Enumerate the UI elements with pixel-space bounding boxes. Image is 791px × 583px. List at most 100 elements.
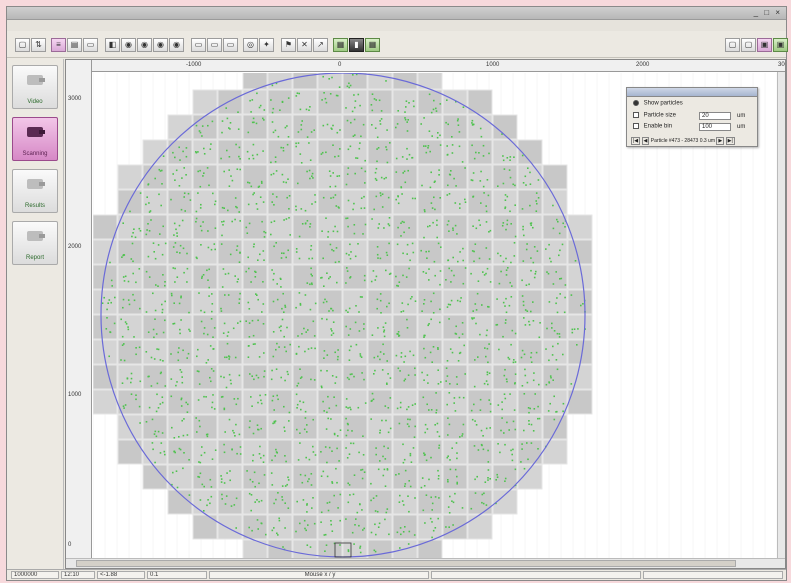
- die[interactable]: [342, 89, 368, 115]
- die[interactable]: [442, 364, 468, 390]
- die[interactable]: [192, 514, 218, 540]
- die[interactable]: [317, 264, 343, 290]
- die[interactable]: [292, 339, 318, 365]
- size-filter-input[interactable]: 20: [699, 112, 731, 120]
- die[interactable]: [467, 514, 493, 540]
- panel-title-bar[interactable]: [627, 88, 757, 97]
- die[interactable]: [442, 464, 468, 490]
- die[interactable]: [292, 489, 318, 515]
- die[interactable]: [342, 189, 368, 215]
- die[interactable]: [392, 114, 418, 140]
- die[interactable]: [517, 364, 543, 390]
- die[interactable]: [367, 214, 393, 240]
- die[interactable]: [267, 339, 293, 365]
- die[interactable]: [217, 114, 243, 140]
- toolbar-button-8[interactable]: ◉: [137, 38, 152, 52]
- die[interactable]: [392, 314, 418, 340]
- die[interactable]: [342, 364, 368, 390]
- die[interactable]: [392, 264, 418, 290]
- die[interactable]: [492, 464, 518, 490]
- die[interactable]: [342, 489, 368, 515]
- die[interactable]: [542, 239, 568, 265]
- die[interactable]: [117, 239, 143, 265]
- toolbar-button-17[interactable]: ✕: [297, 38, 312, 52]
- die[interactable]: [567, 364, 593, 390]
- die[interactable]: [292, 364, 318, 390]
- die[interactable]: [517, 239, 543, 265]
- die[interactable]: [417, 139, 443, 165]
- toolbar-button-25[interactable]: ▣: [773, 38, 788, 52]
- die[interactable]: [492, 189, 518, 215]
- die[interactable]: [492, 164, 518, 190]
- toolbar-button-4[interactable]: ▤: [67, 38, 82, 52]
- die[interactable]: [142, 139, 168, 165]
- die[interactable]: [317, 189, 343, 215]
- die[interactable]: [517, 189, 543, 215]
- toolbar-button-20[interactable]: ▮: [349, 38, 364, 52]
- die[interactable]: [417, 464, 443, 490]
- die[interactable]: [517, 289, 543, 315]
- die[interactable]: [367, 464, 393, 490]
- die[interactable]: [192, 264, 218, 290]
- die[interactable]: [342, 314, 368, 340]
- die[interactable]: [467, 314, 493, 340]
- size-filter-checkbox[interactable]: [633, 112, 639, 118]
- die[interactable]: [93, 214, 118, 240]
- die[interactable]: [442, 264, 468, 290]
- die[interactable]: [167, 389, 193, 415]
- die[interactable]: [442, 339, 468, 365]
- die[interactable]: [292, 114, 318, 140]
- die[interactable]: [217, 439, 243, 465]
- die[interactable]: [442, 489, 468, 515]
- die[interactable]: [467, 139, 493, 165]
- die[interactable]: [342, 389, 368, 415]
- die[interactable]: [117, 339, 143, 365]
- sidebar-item-report[interactable]: Report: [12, 221, 58, 265]
- prev-button[interactable]: ◀: [641, 137, 650, 145]
- vertical-scrollbar[interactable]: [777, 72, 785, 558]
- die[interactable]: [442, 239, 468, 265]
- die[interactable]: [267, 464, 293, 490]
- die[interactable]: [567, 314, 593, 340]
- die[interactable]: [192, 314, 218, 340]
- die[interactable]: [442, 389, 468, 415]
- die[interactable]: [542, 264, 568, 290]
- enable-checkbox[interactable]: [633, 123, 639, 129]
- die[interactable]: [342, 214, 368, 240]
- die[interactable]: [192, 289, 218, 315]
- die[interactable]: [242, 189, 268, 215]
- die[interactable]: [117, 289, 143, 315]
- die[interactable]: [142, 364, 168, 390]
- die[interactable]: [542, 389, 568, 415]
- show-particles-radio[interactable]: [633, 100, 639, 106]
- die[interactable]: [292, 464, 318, 490]
- die[interactable]: [167, 414, 193, 440]
- die[interactable]: [242, 114, 268, 140]
- next-button[interactable]: ▶: [716, 137, 725, 145]
- die[interactable]: [467, 489, 493, 515]
- die[interactable]: [192, 464, 218, 490]
- die[interactable]: [492, 414, 518, 440]
- sidebar-item-video[interactable]: Video: [12, 65, 58, 109]
- die[interactable]: [417, 239, 443, 265]
- die[interactable]: [492, 289, 518, 315]
- die[interactable]: [467, 264, 493, 290]
- die[interactable]: [467, 239, 493, 265]
- die[interactable]: [467, 339, 493, 365]
- die[interactable]: [467, 189, 493, 215]
- die[interactable]: [517, 389, 543, 415]
- die[interactable]: [167, 439, 193, 465]
- die[interactable]: [117, 389, 143, 415]
- die[interactable]: [167, 214, 193, 240]
- die[interactable]: [142, 164, 168, 190]
- last-button[interactable]: ▶|: [725, 137, 735, 145]
- die[interactable]: [217, 489, 243, 515]
- die[interactable]: [367, 164, 393, 190]
- die[interactable]: [467, 464, 493, 490]
- die[interactable]: [317, 239, 343, 265]
- die[interactable]: [93, 389, 118, 415]
- die[interactable]: [267, 439, 293, 465]
- die[interactable]: [417, 414, 443, 440]
- die[interactable]: [342, 164, 368, 190]
- sidebar-item-results[interactable]: Results: [12, 169, 58, 213]
